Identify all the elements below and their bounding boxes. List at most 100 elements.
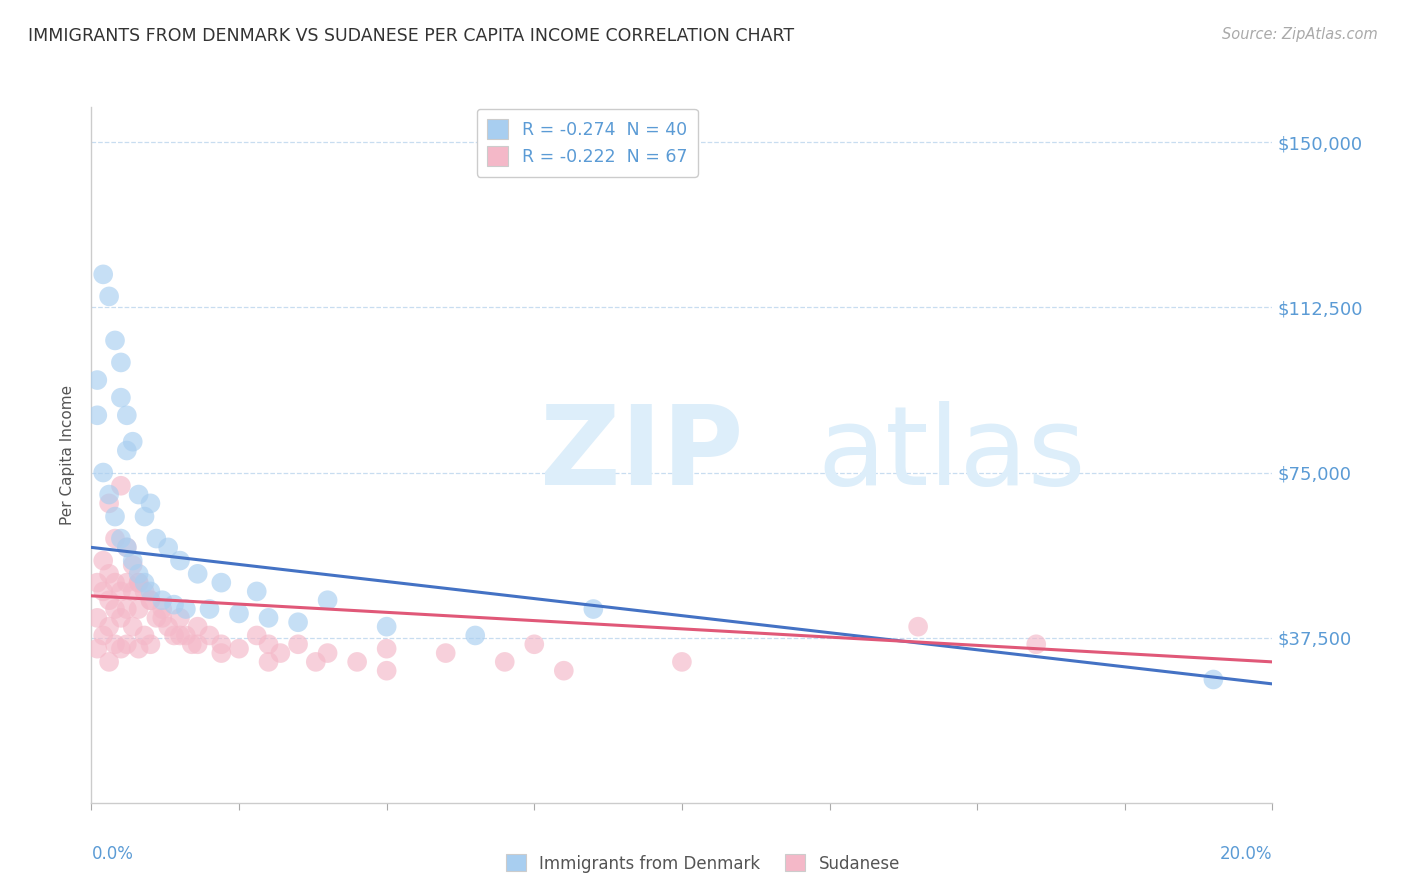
Point — [198, 602, 221, 616]
Point — [139, 637, 162, 651]
Point — [115, 409, 138, 423]
Point — [434, 646, 457, 660]
Point — [169, 611, 191, 625]
Point — [128, 575, 150, 590]
Point — [121, 558, 143, 572]
Point — [145, 532, 167, 546]
Point — [134, 628, 156, 642]
Point — [86, 641, 108, 656]
Point — [671, 655, 693, 669]
Point — [128, 566, 150, 581]
Point — [91, 628, 114, 642]
Point — [494, 655, 516, 669]
Point — [523, 637, 546, 651]
Point — [1202, 673, 1225, 687]
Point — [110, 355, 132, 369]
Point — [228, 641, 250, 656]
Text: ZIP: ZIP — [540, 401, 744, 508]
Point — [246, 584, 269, 599]
Point — [110, 584, 132, 599]
Text: Source: ZipAtlas.com: Source: ZipAtlas.com — [1222, 27, 1378, 42]
Point — [98, 566, 121, 581]
Legend: R = -0.274  N = 40, R = -0.222  N = 67: R = -0.274 N = 40, R = -0.222 N = 67 — [477, 109, 697, 177]
Point — [157, 541, 180, 555]
Text: atlas: atlas — [818, 401, 1087, 508]
Point — [139, 593, 162, 607]
Point — [582, 602, 605, 616]
Point — [228, 607, 250, 621]
Point — [346, 655, 368, 669]
Point — [98, 620, 121, 634]
Point — [115, 541, 138, 555]
Point — [375, 641, 398, 656]
Point — [104, 532, 127, 546]
Point — [110, 391, 132, 405]
Point — [121, 553, 143, 567]
Y-axis label: Per Capita Income: Per Capita Income — [60, 384, 76, 525]
Point — [157, 620, 180, 634]
Point — [174, 602, 197, 616]
Point — [121, 620, 143, 634]
Point — [121, 584, 143, 599]
Point — [134, 509, 156, 524]
Point — [128, 575, 150, 590]
Point — [110, 611, 132, 625]
Point — [115, 575, 138, 590]
Point — [316, 593, 339, 607]
Point — [86, 373, 108, 387]
Point — [104, 637, 127, 651]
Point — [86, 611, 108, 625]
Point — [115, 602, 138, 616]
Legend: Immigrants from Denmark, Sudanese: Immigrants from Denmark, Sudanese — [499, 847, 907, 880]
Point — [104, 602, 127, 616]
Point — [98, 496, 121, 510]
Point — [134, 584, 156, 599]
Point — [163, 598, 186, 612]
Point — [209, 575, 232, 590]
Text: IMMIGRANTS FROM DENMARK VS SUDANESE PER CAPITA INCOME CORRELATION CHART: IMMIGRANTS FROM DENMARK VS SUDANESE PER … — [28, 27, 794, 45]
Text: 20.0%: 20.0% — [1220, 845, 1272, 863]
Point — [110, 641, 132, 656]
Point — [464, 628, 486, 642]
Point — [86, 575, 108, 590]
Point — [553, 664, 575, 678]
Text: 0.0%: 0.0% — [91, 845, 134, 863]
Point — [305, 655, 328, 669]
Point — [139, 584, 162, 599]
Point — [287, 637, 309, 651]
Point — [110, 532, 132, 546]
Point — [316, 646, 339, 660]
Point — [98, 289, 121, 303]
Point — [198, 628, 221, 642]
Point — [1025, 637, 1047, 651]
Point — [91, 584, 114, 599]
Point — [187, 566, 209, 581]
Point — [257, 655, 280, 669]
Point — [174, 628, 197, 642]
Point — [187, 637, 209, 651]
Point — [209, 637, 232, 651]
Point — [115, 541, 138, 555]
Point — [91, 268, 114, 282]
Point — [150, 602, 173, 616]
Point — [287, 615, 309, 630]
Point — [121, 434, 143, 449]
Point — [115, 443, 138, 458]
Point — [91, 553, 114, 567]
Point — [128, 641, 150, 656]
Point — [209, 646, 232, 660]
Point — [150, 593, 173, 607]
Point — [104, 575, 127, 590]
Point — [128, 487, 150, 501]
Point — [375, 620, 398, 634]
Point — [86, 409, 108, 423]
Point — [269, 646, 291, 660]
Point — [139, 593, 162, 607]
Point — [187, 620, 209, 634]
Point — [246, 628, 269, 642]
Point — [163, 628, 186, 642]
Point — [180, 637, 202, 651]
Point — [98, 593, 121, 607]
Point — [139, 496, 162, 510]
Point — [907, 620, 929, 634]
